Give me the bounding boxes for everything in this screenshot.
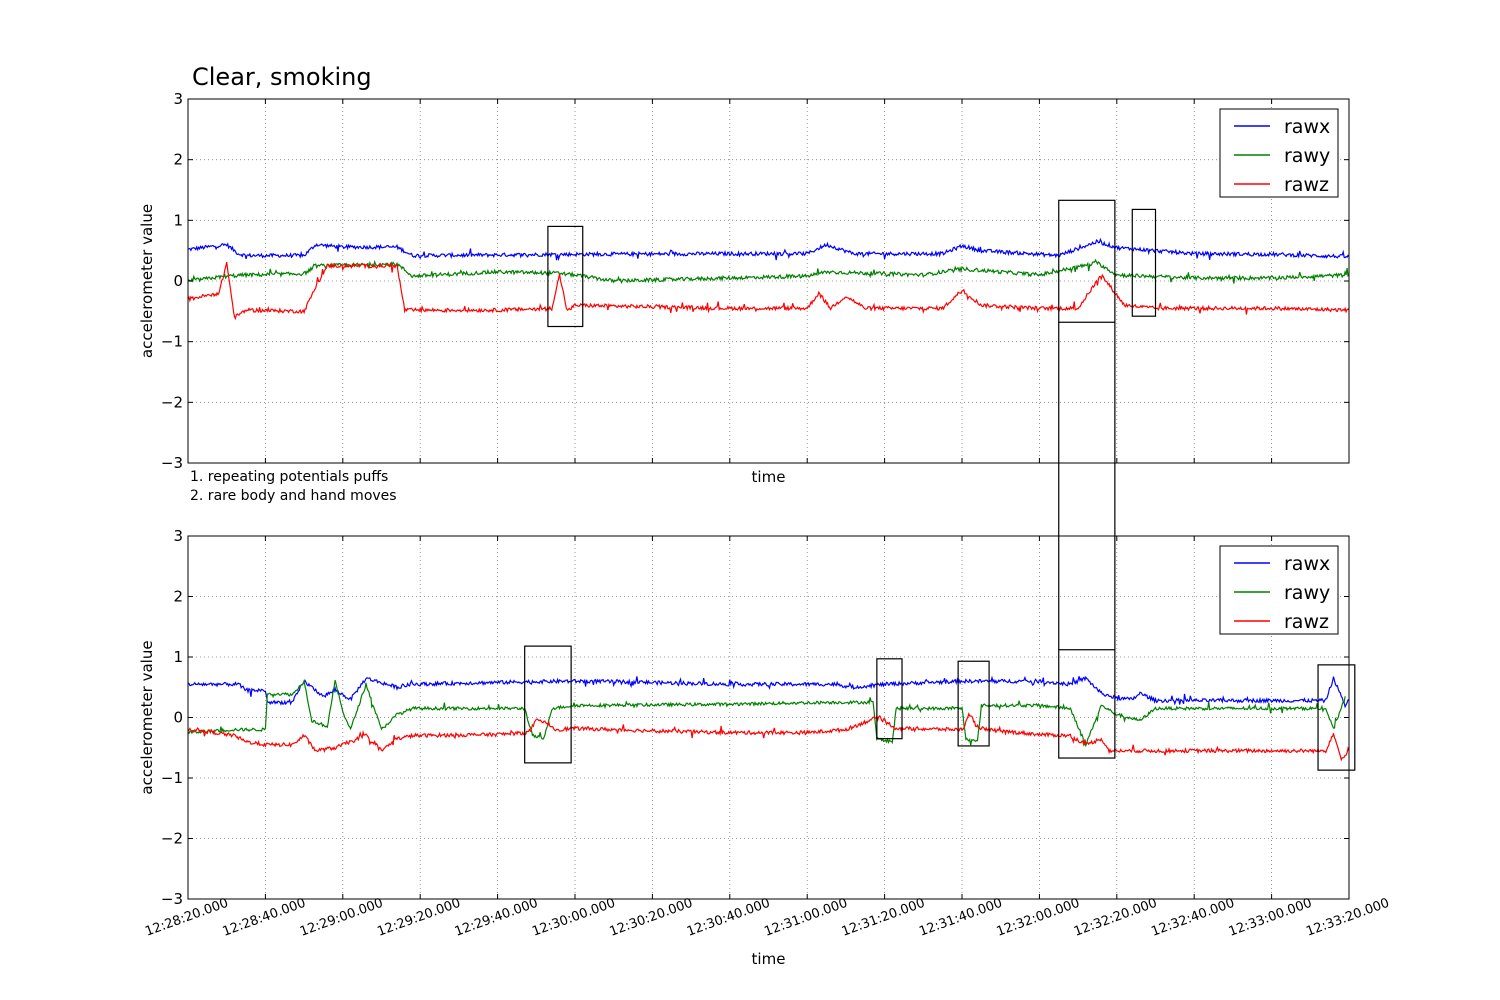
- x-tick-label: 12:31:00.000: [762, 896, 849, 940]
- legend-label-rawx: rawx: [1284, 553, 1330, 575]
- y-tick-label: −1: [161, 333, 183, 351]
- legend: rawx rawy rawz: [1219, 545, 1339, 635]
- x-tick-label: 12:32:00.000: [995, 896, 1082, 940]
- annotation-box: [1317, 664, 1356, 771]
- legend-label-rawy: rawy: [1284, 145, 1330, 167]
- y-tick-label: 0: [173, 709, 183, 727]
- y-tick-label: −2: [161, 393, 183, 411]
- legend: rawx rawy rawz: [1219, 108, 1339, 198]
- chart-title: Clear, smoking: [192, 63, 372, 91]
- annotation-box: [876, 658, 903, 740]
- x-tick-label: 12:30:40.000: [685, 896, 772, 940]
- y-tick-label: 2: [173, 588, 183, 606]
- x-axis-label: time: [752, 468, 786, 486]
- series-line-rawz: [187, 712, 1350, 762]
- annotation-box: [957, 660, 990, 747]
- x-tick-label: 12:29:00.000: [298, 896, 385, 940]
- legend-label-rawx: rawx: [1284, 116, 1330, 138]
- x-tick-label: 12:29:40.000: [453, 896, 540, 940]
- annotation-box: [524, 645, 572, 764]
- x-tick-label: 12:33:20.000: [1304, 896, 1391, 940]
- y-axis-label: accelerometer value: [138, 640, 156, 794]
- y-tick-label: 1: [173, 648, 183, 666]
- y-tick-label: 3: [173, 527, 183, 545]
- y-tick-label: −3: [161, 454, 183, 472]
- legend-frame: [1219, 108, 1339, 198]
- legend-label-rawz: rawz: [1284, 174, 1329, 196]
- y-tick-label: 2: [173, 151, 183, 169]
- series-line-rawy: [187, 678, 1346, 748]
- x-tick-label: 12:31:20.000: [840, 896, 927, 940]
- x-tick-label: 12:33:00.000: [1227, 896, 1314, 940]
- x-tick-label: 12:30:00.000: [530, 896, 617, 940]
- x-tick-label: 12:28:20.000: [143, 896, 230, 940]
- annotation-box: [1058, 199, 1116, 323]
- bottom-panel: −3−2−1012312:28:20.00012:28:40.00012:29:…: [138, 527, 1391, 968]
- legend-label-rawy: rawy: [1284, 582, 1330, 604]
- y-tick-label: 0: [173, 272, 183, 290]
- legend-label-rawz: rawz: [1284, 611, 1329, 633]
- x-tick-label: 12:32:20.000: [1072, 896, 1159, 940]
- legend-frame: [1219, 545, 1339, 635]
- note-2: 2. rare body and hand moves: [190, 488, 397, 504]
- note-1: 1. repeating potentials puffs: [190, 469, 388, 485]
- x-tick-label: 12:30:20.000: [608, 896, 695, 940]
- series-line-rawx: [187, 237, 1350, 262]
- y-tick-label: 1: [173, 211, 183, 229]
- x-axis-label: time: [752, 950, 786, 968]
- y-axis-label: accelerometer value: [138, 204, 156, 358]
- y-tick-label: −1: [161, 769, 183, 787]
- y-tick-label: −3: [161, 890, 183, 908]
- annotation-box: [1131, 208, 1157, 317]
- y-tick-label: 3: [173, 90, 183, 108]
- x-tick-label: 12:32:40.000: [1149, 896, 1236, 940]
- connector-lines: [1058, 322, 1116, 650]
- x-tick-label: 12:29:20.000: [375, 896, 462, 940]
- y-tick-label: −2: [161, 830, 183, 848]
- series-line-rawx: [187, 675, 1350, 709]
- annotation-box: [547, 225, 584, 328]
- series-line-rawz: [187, 261, 1350, 321]
- x-tick-label: 12:28:40.000: [221, 896, 308, 940]
- x-tick-label: 12:31:40.000: [917, 896, 1004, 940]
- annotation-box: [1058, 649, 1116, 759]
